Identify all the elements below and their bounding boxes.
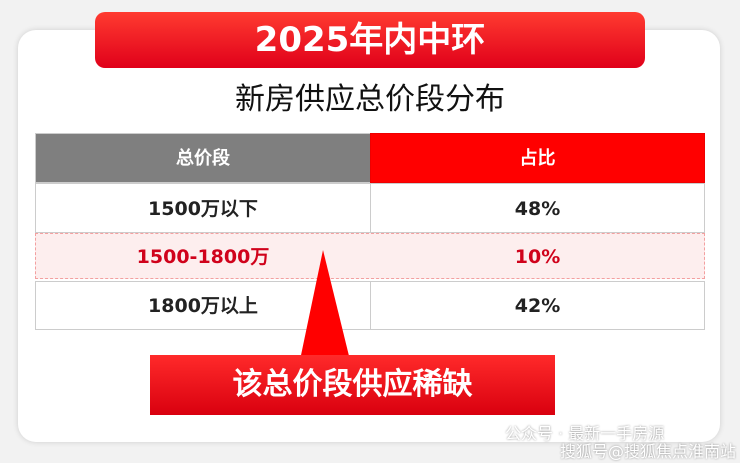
column-header: 总价段 [35, 133, 371, 183]
watermark: 搜狐号@搜狐焦点淮南站 [560, 442, 737, 461]
table-cell: 10% [514, 246, 561, 268]
callout: 该总价段供应稀缺 [150, 355, 555, 415]
column-header: 占比 [370, 133, 705, 183]
table-cell: 1500-1800万 [136, 246, 270, 268]
table-cell: 48% [370, 183, 705, 233]
subtitle: 新房供应总价段分布 [235, 82, 505, 117]
pointer-arrow [300, 250, 350, 360]
highlight-row [35, 233, 705, 279]
watermark: 公众号 · 最新一手房源 [505, 424, 665, 443]
table-cell: 42% [370, 281, 705, 330]
title-banner: 2025年内中环 [95, 12, 645, 68]
